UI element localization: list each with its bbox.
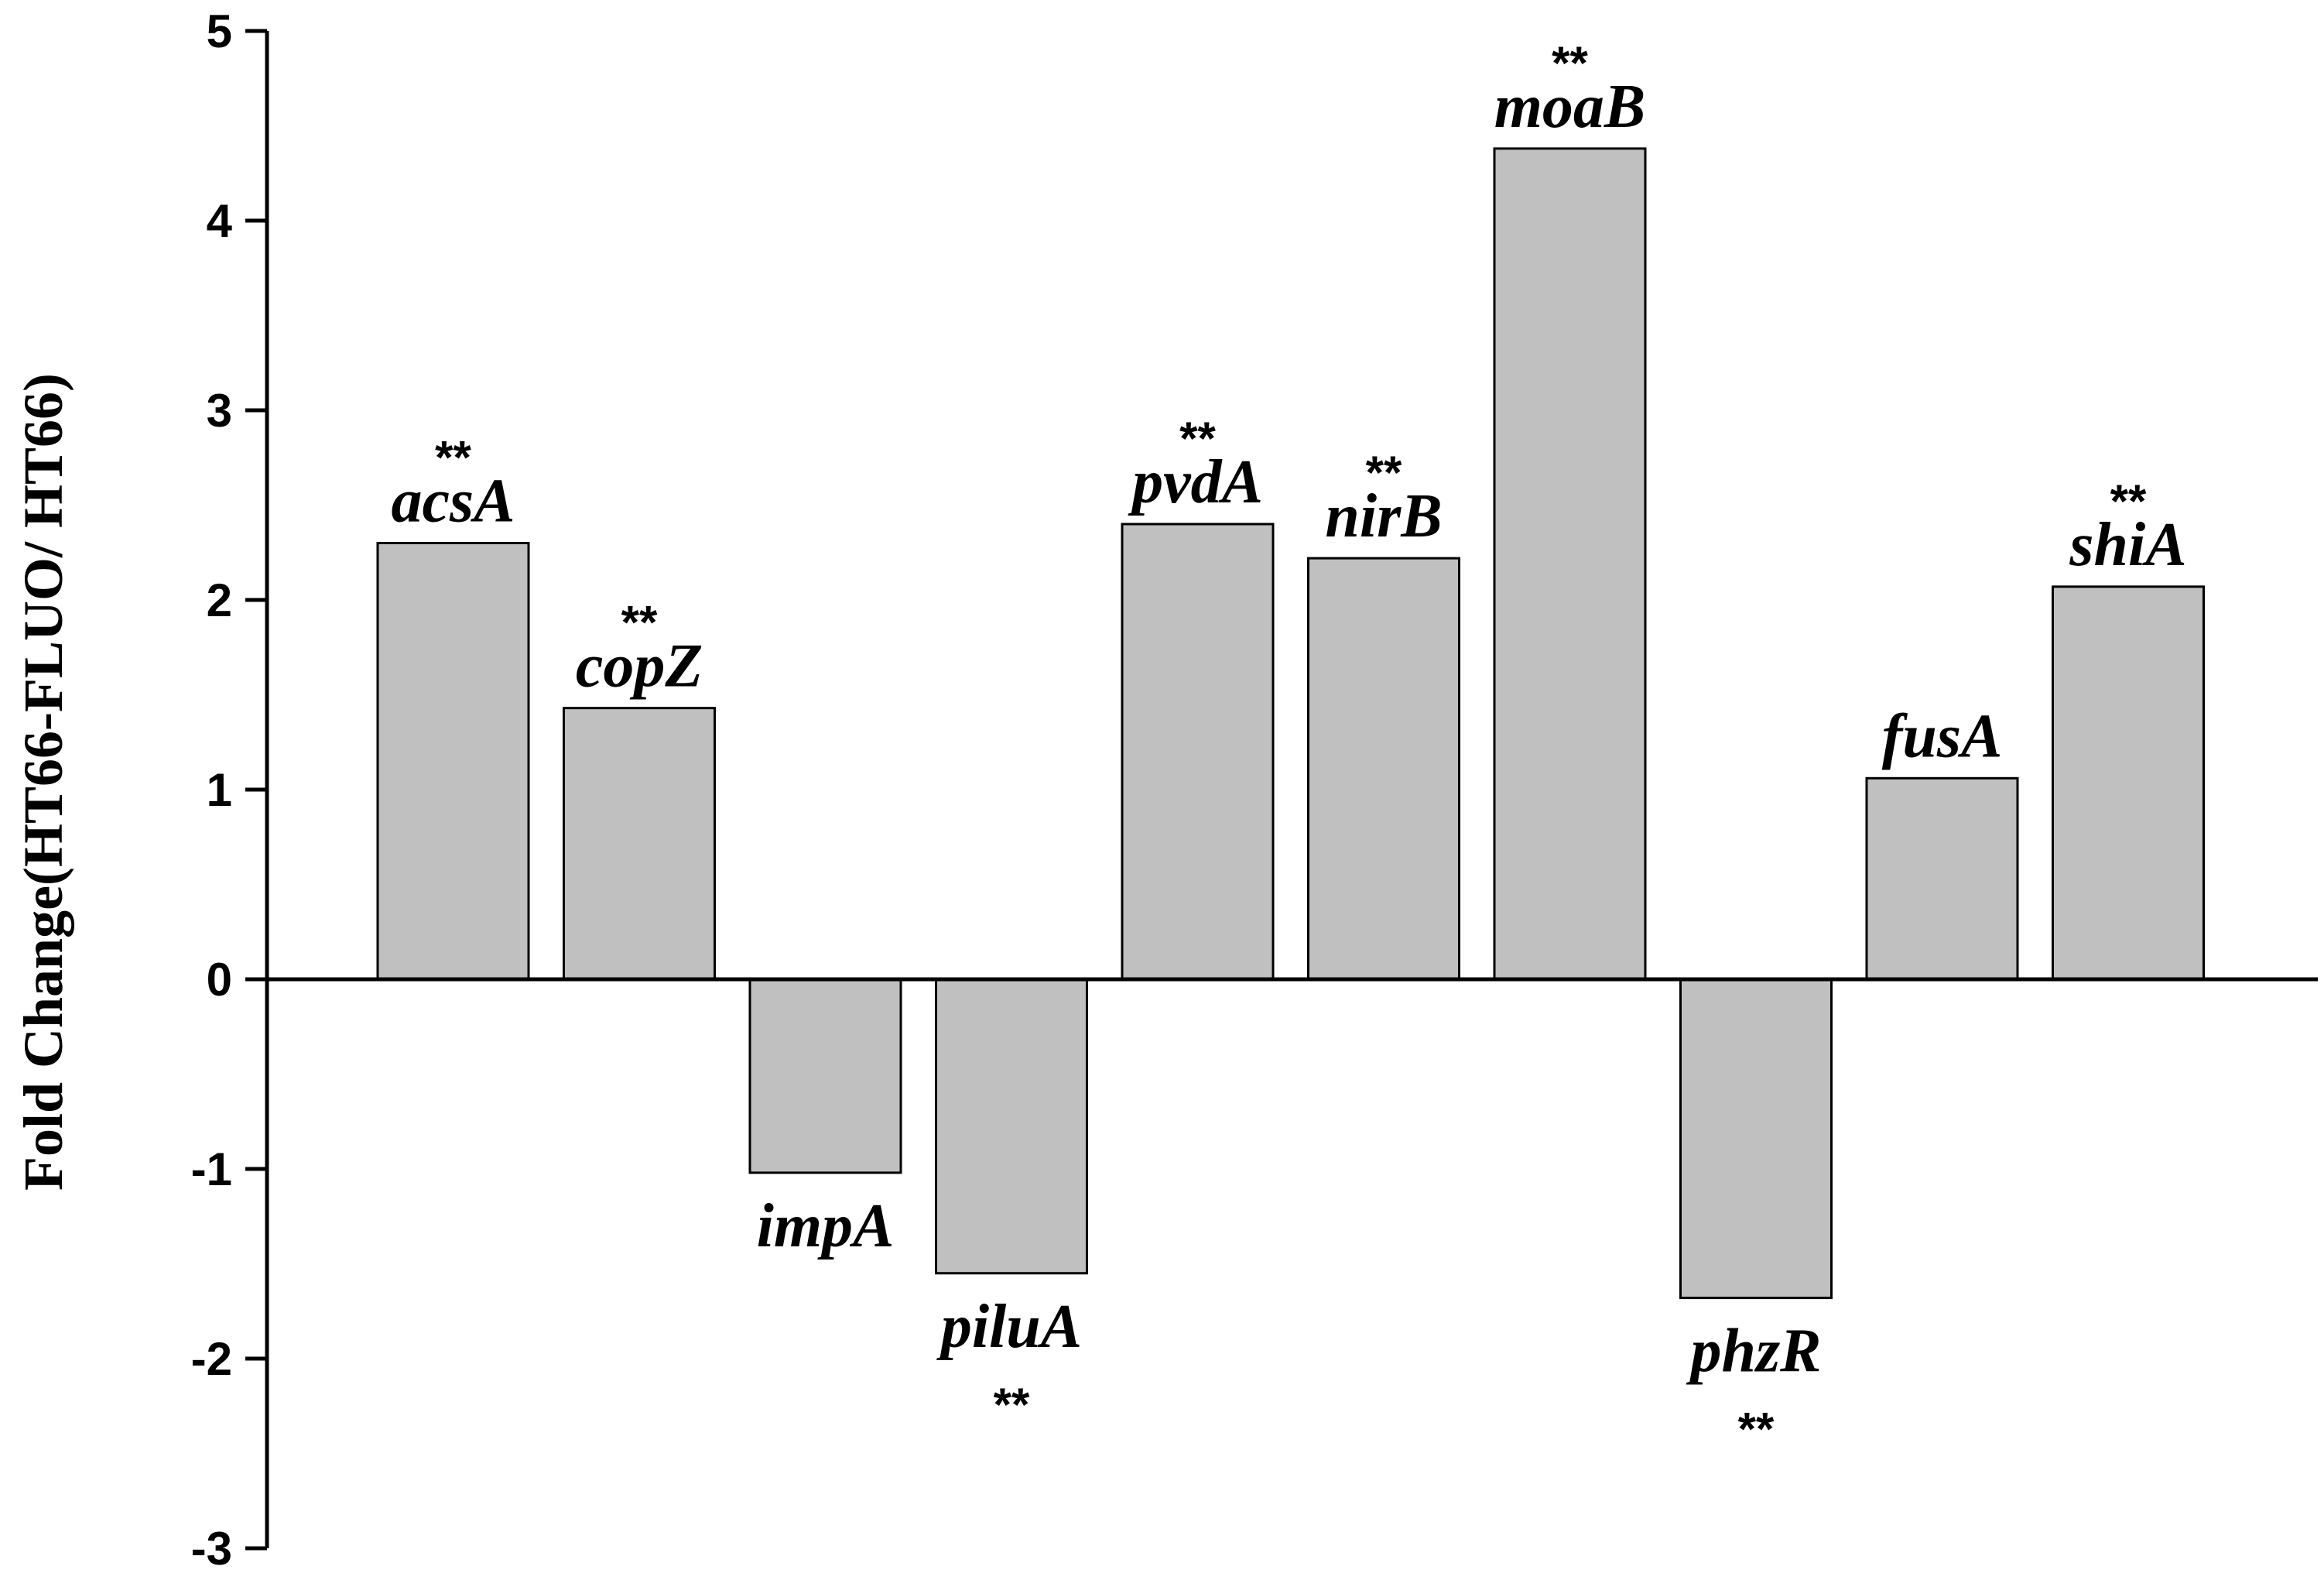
bar-nirB	[1307, 557, 1460, 981]
significance-marker: **	[435, 432, 471, 484]
bar-acsA	[376, 542, 530, 981]
bar-labels: acsA**copZ**impApiluA**pvdA**nirB**moaB*…	[392, 37, 2187, 1455]
gene-label-copZ: copZ	[576, 632, 703, 701]
bar-copZ	[563, 707, 716, 981]
y-axis-label: Fold Change(HT66-FLUO/ HT66)	[12, 373, 74, 1191]
gene-label-piluA: piluA	[936, 1293, 1082, 1361]
bar-impA	[748, 978, 902, 1174]
y-tick-label: -3	[191, 1523, 232, 1575]
bar-piluA	[935, 978, 1088, 1275]
y-tick-label: 3	[207, 385, 232, 437]
y-tick-label: -2	[191, 1333, 232, 1385]
y-tick-label: 1	[207, 764, 232, 816]
bars	[376, 147, 2205, 1300]
gene-label-fusA: fusA	[1882, 702, 2003, 770]
y-tick-label: 0	[207, 954, 232, 1006]
gene-label-shiA: shiA	[2069, 511, 2186, 579]
y-tick-label: 5	[207, 5, 232, 57]
bar-fusA	[1865, 776, 2019, 981]
gene-label-phzR: phzR	[1686, 1318, 1822, 1386]
significance-marker: **	[2110, 475, 2147, 527]
significance-marker: **	[621, 597, 658, 649]
gene-label-acsA: acsA	[392, 468, 515, 536]
gene-label-pvdA: pvdA	[1128, 448, 1263, 516]
bar-pvdA	[1121, 523, 1275, 981]
significance-marker: **	[994, 1379, 1030, 1431]
significance-marker: **	[1552, 37, 1588, 89]
y-tick-label: 2	[207, 574, 232, 626]
y-axis: 5 4 3 2 1 0 -1 -2 -3	[191, 5, 269, 1575]
bar-phzR	[1679, 978, 1833, 1300]
significance-marker: **	[1738, 1403, 1775, 1455]
bar-moaB	[1493, 147, 1647, 981]
gene-label-nirB: nirB	[1325, 482, 1442, 550]
gene-label-impA: impA	[757, 1192, 895, 1260]
bar-shiA	[2052, 585, 2205, 981]
gene-label-moaB: moaB	[1494, 73, 1646, 141]
y-tick-label: 4	[207, 195, 233, 247]
y-tick-label: -1	[191, 1143, 232, 1195]
significance-marker: **	[1179, 413, 1216, 464]
significance-marker: **	[1366, 447, 1402, 499]
